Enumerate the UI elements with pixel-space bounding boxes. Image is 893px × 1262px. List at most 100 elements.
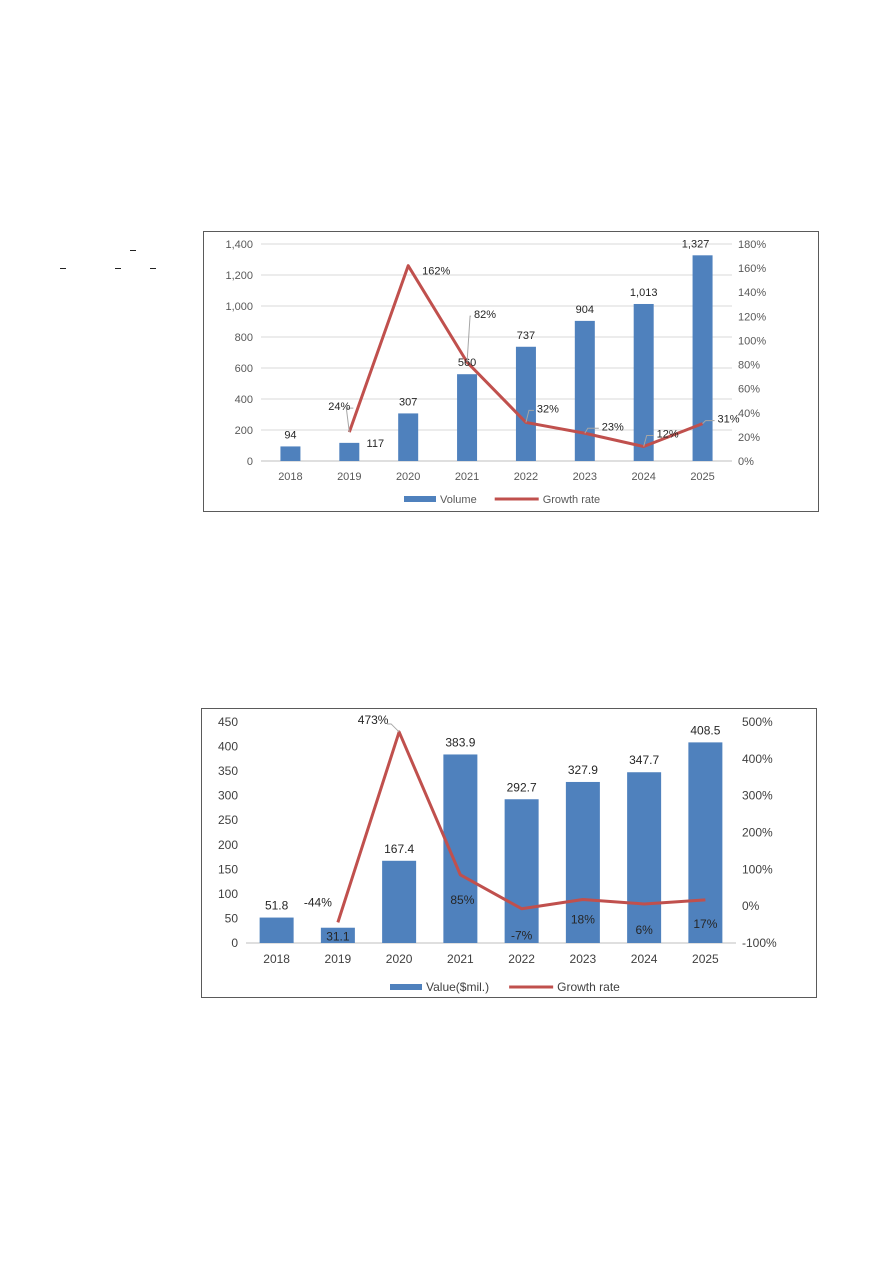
chart2-leader-line [387, 723, 400, 733]
value-chart: 0 50 100 150 200 250 300 350 400 450 -100% 0% 100% 20… [201, 708, 817, 998]
chart1-x-tick: 2023 [573, 471, 597, 483]
chart1-left-tick: 1,200 [225, 270, 253, 282]
chart1-bar-label: 737 [517, 330, 535, 342]
chart1-bar [574, 320, 595, 461]
chart1-left-tick: 1,400 [225, 239, 253, 251]
chart1-right-tick: 0% [738, 456, 754, 468]
chart2-right-tick: 300% [742, 789, 773, 803]
chart2-right-tick: 400% [742, 752, 773, 766]
chart2-left-tick: 0 [231, 936, 238, 950]
chart2-line-label: -44% [304, 895, 332, 909]
chart1-line-label: 24% [328, 401, 350, 413]
chart2-left-tick: 400 [218, 740, 238, 754]
chart1-bar-label: 1,013 [630, 287, 658, 299]
chart2-growth-line [336, 730, 706, 923]
chart1-left-tick: 400 [235, 394, 253, 406]
chart1-bar-label: 117 [367, 438, 385, 450]
chart2-x-tick: 2024 [631, 952, 658, 966]
chart2-right-tick: 500% [742, 715, 773, 729]
chart1-right-tick: 40% [738, 408, 760, 420]
chart2-x-tick: 2019 [325, 952, 352, 966]
chart2-legend-bar-label: Value($mil.) [426, 980, 489, 994]
chart1-bar [398, 413, 419, 461]
chart1-bar [339, 442, 360, 461]
chart1-legend-bar-label: Volume [440, 494, 477, 506]
chart1-right-tick: 140% [738, 287, 766, 299]
chart1-leader-line [525, 409, 534, 423]
chart1-line-label: 32% [537, 403, 559, 415]
chart2-bar [382, 860, 417, 943]
chart1-leader-line [584, 427, 599, 434]
chart1-left-tick: 0 [247, 456, 253, 468]
chart1-leader-line [702, 420, 715, 424]
chart1-right-tick: 60% [738, 384, 760, 396]
chart1-line-label: 162% [422, 266, 450, 278]
chart2-line-label: 17% [693, 917, 717, 931]
chart2-right-tick: 0% [742, 899, 760, 913]
chart1-leader-line [345, 407, 354, 433]
chart1-x-tick: 2021 [455, 471, 479, 483]
chart1-bar [515, 346, 536, 461]
chart1-left-tick: 1,000 [225, 301, 253, 313]
chart1-right-tick: 20% [738, 432, 760, 444]
chart1-bar-label: 94 [284, 429, 296, 441]
chart2-x-tick: 2021 [447, 952, 474, 966]
chart1-x-tick: 2020 [396, 471, 420, 483]
chart2-right-tick: 100% [742, 862, 773, 876]
chart2-bar [565, 781, 600, 943]
chart1-left-tick: 600 [235, 363, 253, 375]
chart2-left-tick: 450 [218, 715, 238, 729]
margin-marks [60, 244, 170, 274]
chart1-line-label: 12% [657, 429, 679, 441]
chart2-right-tick: -100% [742, 936, 777, 950]
chart2-left-tick: 250 [218, 813, 238, 827]
chart2-legend-volume-swatch [390, 984, 422, 990]
chart2-left-tick: 350 [218, 764, 238, 778]
chart1-leader-line [643, 435, 654, 447]
chart2-left-tick: 200 [218, 838, 238, 852]
chart1-right-tick: 80% [738, 360, 760, 372]
chart2-bar-label: 327.9 [568, 763, 598, 777]
chart1-line-label: 31% [718, 414, 740, 426]
chart1-line-label: 23% [602, 421, 624, 433]
chart2-x-tick: 2020 [386, 952, 413, 966]
chart2-line-label: 18% [571, 913, 595, 927]
chart2-x-tick: 2022 [508, 952, 535, 966]
chart1-bar-label: 560 [458, 357, 476, 369]
chart2-line-label: 85% [450, 893, 474, 907]
chart2-left-tick: 300 [218, 789, 238, 803]
chart2-legend-line-label: Growth rate [557, 980, 620, 994]
chart1-bar-label: 904 [576, 304, 594, 316]
chart2-bar [688, 742, 723, 943]
chart1-bar-label: 1,327 [682, 238, 710, 250]
chart1-bar [633, 303, 654, 461]
chart1-bar [692, 255, 713, 461]
volume-chart: 0 200 400 600 800 1,000 1,200 1,400 0% 20% 40% 60% 8… [203, 231, 819, 512]
chart2-bar-label: 408.5 [690, 723, 720, 737]
chart1-legend-volume-swatch [404, 496, 436, 502]
chart1-x-tick: 2024 [631, 471, 655, 483]
chart1-x-tick: 2022 [514, 471, 538, 483]
chart2-bar [259, 917, 294, 943]
chart2-x-tick: 2023 [570, 952, 597, 966]
chart1-right-tick: 180% [738, 239, 766, 251]
chart1-bar [280, 446, 301, 461]
chart2-bar-label: 383.9 [445, 735, 475, 749]
chart1-right-tick: 120% [738, 311, 766, 323]
chart1-left-tick: 800 [235, 332, 253, 344]
value-chart-svg: 0 50 100 150 200 250 300 350 400 450 -100% 0% 100% 20… [218, 713, 777, 994]
chart2-line-label: -7% [511, 929, 533, 943]
chart2-left-tick: 50 [225, 911, 239, 925]
chart1-leader-line [466, 315, 472, 363]
chart2-bar [320, 927, 355, 943]
chart2-x-tick: 2025 [692, 952, 719, 966]
chart2-bar-label: 31.1 [326, 930, 350, 944]
chart2-bar-label: 51.8 [265, 899, 289, 913]
chart1-x-tick: 2018 [278, 471, 302, 483]
chart1-legend-line-label: Growth rate [543, 494, 600, 506]
chart2-bar-label: 347.7 [629, 753, 659, 767]
chart1-bar-label: 307 [399, 396, 417, 408]
chart2-x-tick: 2018 [263, 952, 290, 966]
chart2-right-tick: 200% [742, 826, 773, 840]
chart1-right-tick: 100% [738, 335, 766, 347]
